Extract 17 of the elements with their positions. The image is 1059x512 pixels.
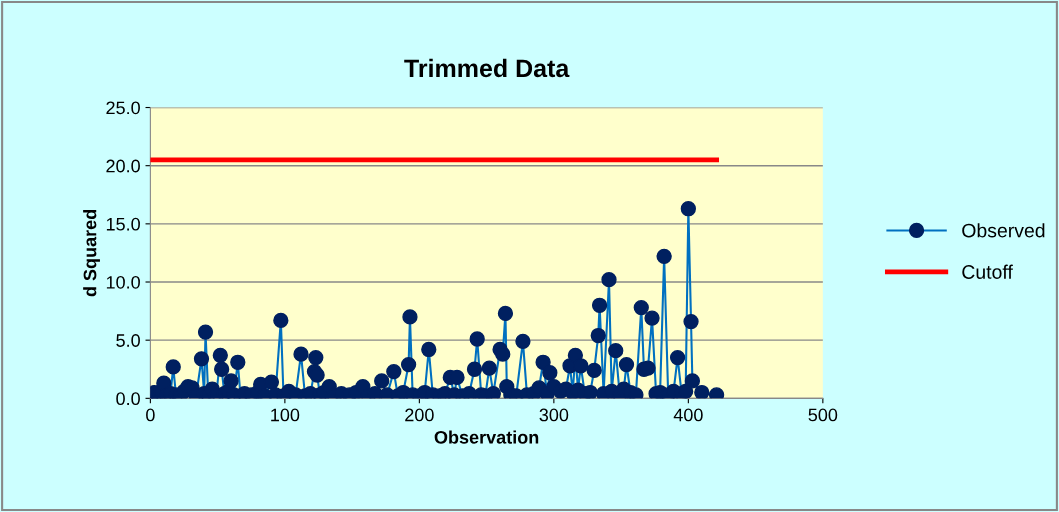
legend-label: Cutoff	[962, 264, 1013, 279]
y-tick-label: 15.0	[106, 217, 140, 231]
y-tick-label: 20.0	[106, 159, 140, 173]
y-tick-label: 10.0	[106, 275, 140, 289]
x-tick-label: 200	[405, 408, 434, 422]
y-axis-title: d Squared	[83, 209, 100, 297]
x-tick-label: 0	[146, 408, 155, 422]
x-tick-label: 500	[808, 408, 838, 422]
x-tick-label: 100	[271, 408, 300, 422]
chart-title: Trimmed Data	[404, 58, 570, 78]
legend-label: Observed	[962, 223, 1045, 238]
y-tick-label: 25.0	[106, 101, 140, 115]
y-tick-label: 5.0	[116, 334, 140, 347]
x-tick-label: 300	[539, 408, 569, 422]
y-tick-label: 0.0	[116, 392, 140, 406]
x-axis-title: Observation	[434, 430, 539, 444]
x-tick-label: 400	[673, 408, 703, 422]
